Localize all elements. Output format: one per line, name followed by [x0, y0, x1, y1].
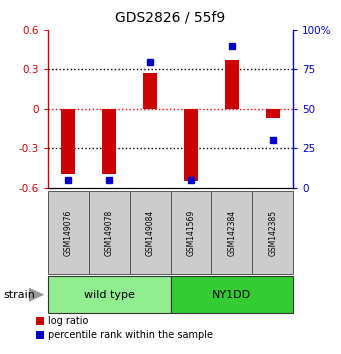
Bar	[184, 109, 198, 181]
Text: GSM141569: GSM141569	[187, 210, 195, 256]
Text: log ratio: log ratio	[48, 316, 88, 326]
Text: GSM149076: GSM149076	[64, 210, 73, 256]
Bar	[225, 60, 239, 109]
Text: NY1DD: NY1DD	[212, 290, 251, 300]
Text: GSM149078: GSM149078	[105, 210, 114, 256]
Text: percentile rank within the sample: percentile rank within the sample	[48, 330, 213, 340]
Bar	[143, 73, 157, 109]
Polygon shape	[29, 287, 44, 302]
Text: GDS2826 / 55f9: GDS2826 / 55f9	[115, 11, 226, 25]
Text: GSM142385: GSM142385	[268, 210, 277, 256]
Text: strain: strain	[3, 290, 35, 300]
Bar	[61, 109, 75, 175]
Text: GSM142384: GSM142384	[227, 210, 236, 256]
Bar	[266, 109, 280, 118]
Bar	[102, 109, 116, 175]
Text: GSM149084: GSM149084	[146, 210, 154, 256]
Text: wild type: wild type	[84, 290, 135, 300]
